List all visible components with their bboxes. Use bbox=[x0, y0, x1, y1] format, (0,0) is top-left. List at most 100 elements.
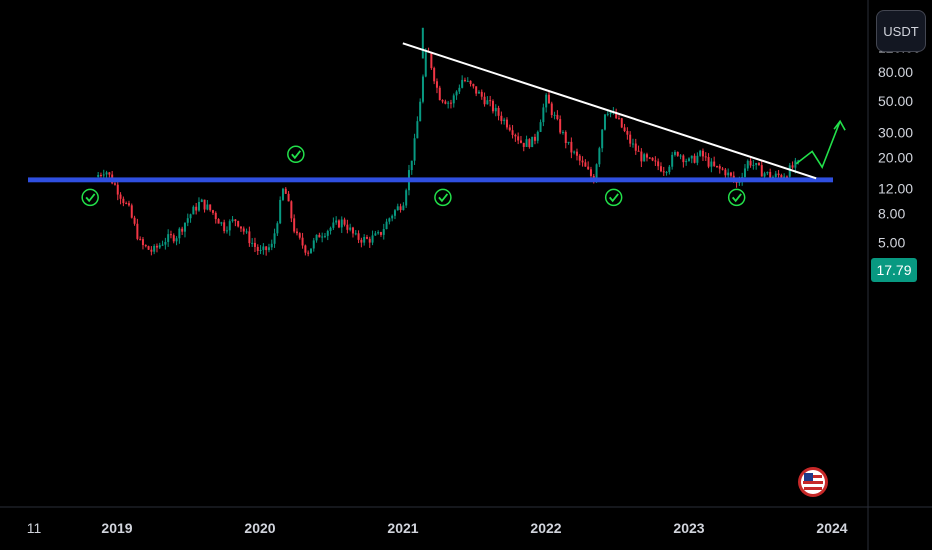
candle bbox=[102, 169, 105, 179]
candle bbox=[183, 222, 186, 238]
candle bbox=[475, 86, 478, 97]
candle bbox=[659, 162, 662, 173]
candle bbox=[318, 232, 321, 238]
candle bbox=[489, 95, 492, 107]
x-tick-label: 2021 bbox=[387, 520, 418, 536]
candle bbox=[556, 110, 559, 121]
candle bbox=[587, 161, 590, 170]
candle bbox=[290, 200, 293, 223]
candle bbox=[584, 159, 587, 167]
candle bbox=[133, 215, 136, 226]
candle bbox=[480, 89, 483, 100]
candle bbox=[673, 150, 676, 157]
candle bbox=[433, 66, 436, 85]
candle bbox=[122, 196, 125, 207]
candle bbox=[581, 156, 584, 167]
candle bbox=[671, 151, 674, 170]
candle bbox=[223, 219, 226, 234]
candle bbox=[307, 250, 310, 257]
candle bbox=[528, 138, 531, 149]
candle bbox=[125, 201, 128, 205]
candle bbox=[777, 169, 780, 179]
projection-arrowhead bbox=[833, 119, 846, 131]
x-tick-label: 2020 bbox=[244, 520, 275, 536]
currency-button[interactable]: USDT bbox=[876, 10, 926, 52]
candle bbox=[374, 230, 377, 236]
candle bbox=[447, 100, 450, 109]
x-tick-label: 2024 bbox=[816, 520, 847, 536]
candle bbox=[416, 116, 419, 139]
candle bbox=[195, 202, 198, 215]
candle bbox=[391, 214, 394, 222]
candle bbox=[371, 230, 374, 246]
candle bbox=[536, 130, 539, 144]
candle bbox=[147, 245, 150, 250]
candle bbox=[721, 167, 724, 171]
candle bbox=[175, 236, 178, 246]
y-tick-label: 5.00 bbox=[878, 234, 905, 250]
candle bbox=[379, 231, 382, 237]
candle bbox=[637, 145, 640, 152]
candle bbox=[158, 242, 161, 249]
candle bbox=[690, 155, 693, 164]
candle bbox=[503, 117, 506, 125]
price-axis[interactable]: 120.0080.0050.0030.0020.0012.008.005.003… bbox=[878, 39, 921, 281]
x-tick-label: 2019 bbox=[101, 520, 132, 536]
candle bbox=[603, 114, 606, 131]
candle bbox=[693, 153, 696, 164]
candle bbox=[262, 243, 265, 255]
candle bbox=[141, 237, 144, 250]
candle bbox=[178, 227, 181, 244]
candle bbox=[256, 244, 259, 255]
candle bbox=[234, 219, 237, 227]
candle bbox=[346, 219, 349, 234]
check-circle-icon bbox=[434, 188, 452, 207]
descending-trendline bbox=[402, 42, 817, 180]
candle bbox=[279, 196, 282, 225]
candle bbox=[164, 237, 167, 250]
candle bbox=[533, 133, 536, 145]
candle bbox=[337, 219, 340, 229]
candle bbox=[211, 209, 214, 215]
check-circle-icon bbox=[287, 145, 305, 164]
candle bbox=[657, 158, 660, 171]
candle bbox=[385, 218, 388, 230]
candle bbox=[553, 111, 556, 120]
candlestick-series bbox=[97, 27, 800, 257]
candle bbox=[547, 90, 550, 104]
candle bbox=[469, 80, 472, 87]
us-flag-icon[interactable] bbox=[798, 467, 828, 497]
candle bbox=[486, 96, 489, 105]
candle bbox=[172, 233, 175, 244]
candle bbox=[139, 236, 142, 241]
candle bbox=[349, 223, 352, 232]
candle bbox=[522, 142, 525, 152]
candle bbox=[287, 191, 290, 202]
candle bbox=[438, 85, 441, 101]
candle bbox=[531, 136, 534, 148]
candle bbox=[561, 130, 564, 135]
candle bbox=[640, 148, 643, 168]
candle bbox=[239, 226, 242, 232]
candle bbox=[699, 149, 702, 157]
candle bbox=[293, 214, 296, 234]
candle bbox=[153, 244, 156, 255]
candle bbox=[449, 99, 452, 109]
x-tick-label: 2023 bbox=[673, 520, 704, 536]
time-axis[interactable]: 11 2019 2020 2021 2022 2023 2024 bbox=[27, 520, 848, 536]
candle bbox=[419, 98, 422, 122]
candle bbox=[127, 200, 130, 207]
candle bbox=[651, 157, 654, 162]
candle bbox=[343, 217, 346, 227]
candle bbox=[284, 187, 287, 194]
candle bbox=[461, 75, 464, 89]
candle bbox=[483, 92, 486, 107]
candle bbox=[360, 237, 363, 248]
candle bbox=[570, 137, 573, 159]
candle bbox=[707, 153, 710, 169]
candle bbox=[505, 117, 508, 130]
candle bbox=[388, 217, 391, 225]
candle bbox=[458, 84, 461, 94]
candle bbox=[405, 188, 408, 208]
